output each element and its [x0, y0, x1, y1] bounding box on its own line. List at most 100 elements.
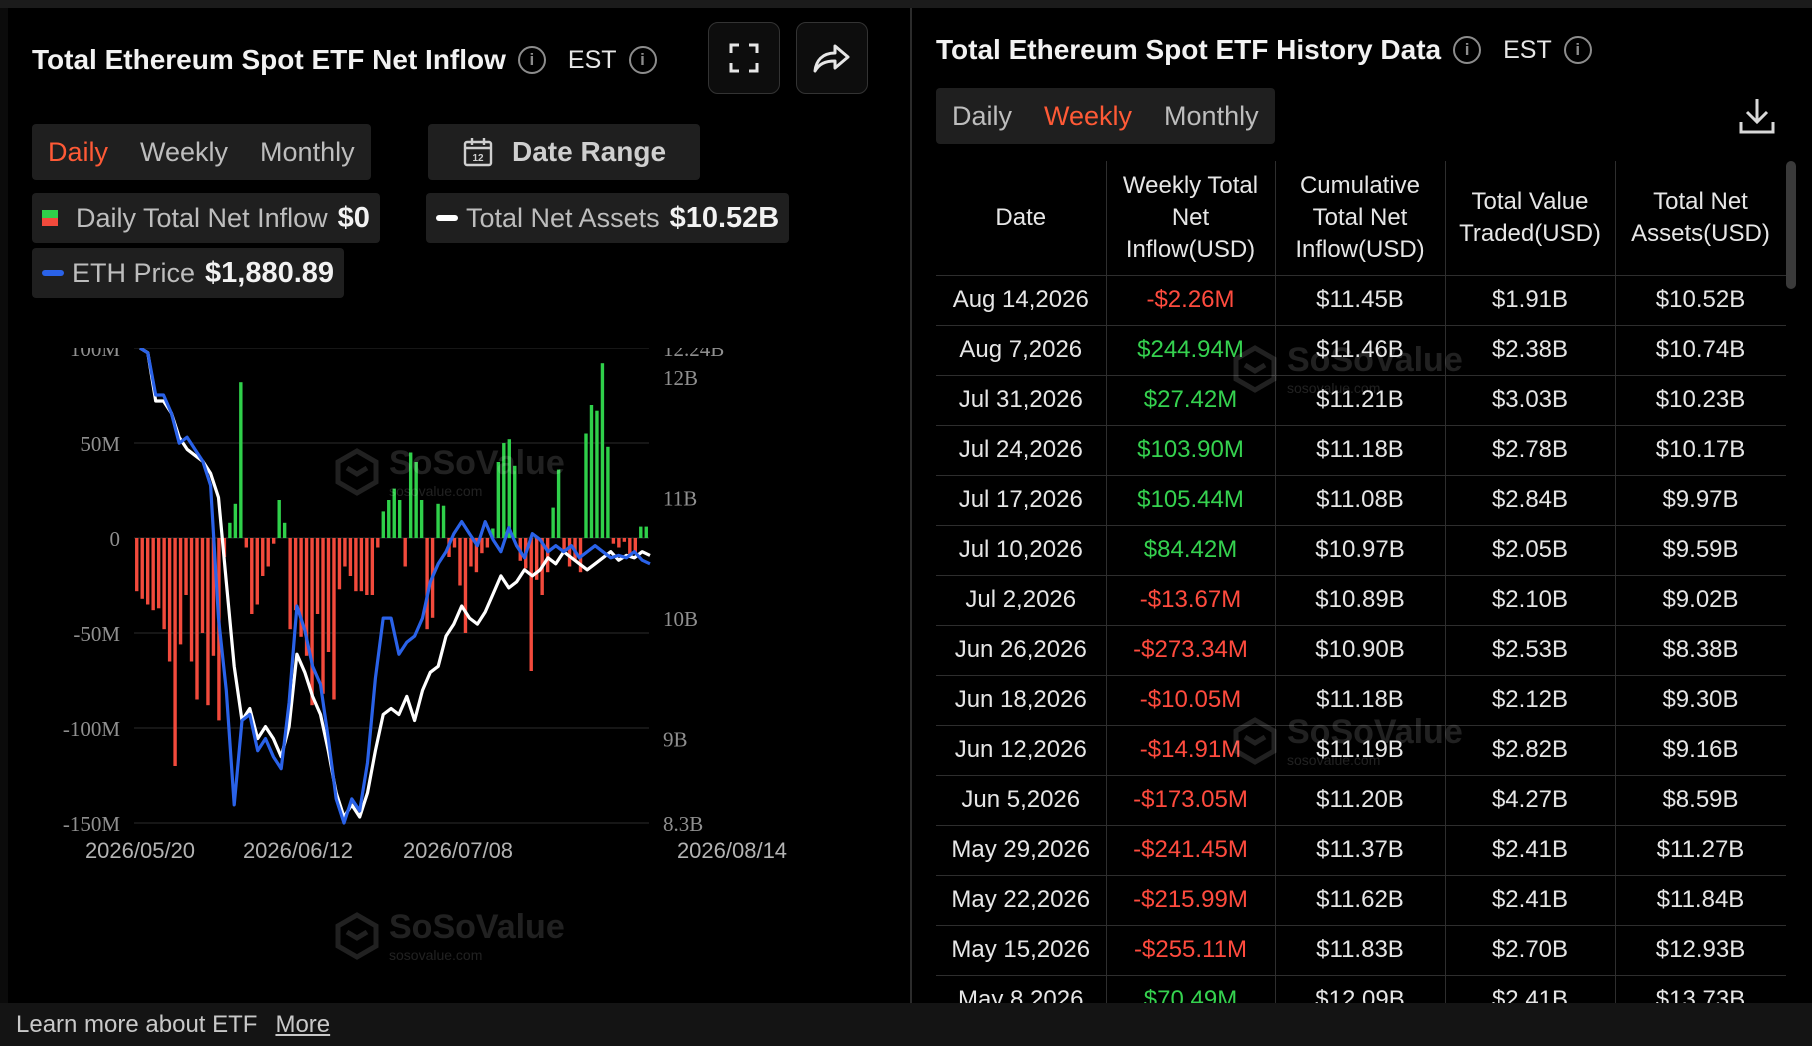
cell-cumulative-inflow: $10.97B: [1274, 524, 1446, 576]
tab-weekly[interactable]: Weekly: [1044, 100, 1133, 131]
inflow-bar: [491, 528, 495, 538]
col-header-cumulative-inflow[interactable]: Cumulative Total Net Inflow(USD): [1274, 161, 1446, 276]
table-row[interactable]: Jun 5,2026 -$173.05M $11.20B $4.27B $8.59B: [936, 774, 1786, 826]
inflow-bar: [321, 538, 325, 694]
panel-divider: [910, 8, 912, 1003]
inflow-bar: [644, 526, 648, 538]
timezone-info-icon[interactable]: i: [1563, 36, 1592, 64]
cell-date: Aug 14,2026: [936, 274, 1107, 326]
inflow-bar: [310, 538, 314, 706]
cell-net-assets: $10.17B: [1614, 424, 1786, 476]
inflow-bar: [376, 538, 380, 548]
table-row[interactable]: May 15,2026 -$255.11M $11.83B $2.70B $12.93B: [936, 924, 1786, 976]
table-row[interactable]: May 8,2026 $70.49M $12.09B $2.41B $13.73B: [936, 974, 1786, 1003]
table-row[interactable]: Aug 7,2026 $244.94M $11.46B $2.38B $10.74B: [936, 324, 1786, 376]
cell-net-assets: $12.93B: [1614, 924, 1786, 976]
cell-date: May 29,2026: [936, 824, 1107, 876]
cell-net-assets: $8.59B: [1614, 774, 1786, 826]
info-icon[interactable]: i: [1453, 36, 1482, 64]
cell-cumulative-inflow: $10.90B: [1274, 624, 1446, 676]
table-row[interactable]: Jul 24,2026 $103.90M $11.18B $2.78B $10.17B: [936, 424, 1786, 476]
table-row[interactable]: Jun 12,2026 -$14.91M $11.19B $2.82B $9.16B: [936, 724, 1786, 776]
inflow-bar: [304, 538, 309, 656]
download-icon[interactable]: [1738, 96, 1776, 136]
tab-monthly[interactable]: Monthly: [1164, 100, 1259, 131]
table-row[interactable]: Jul 17,2026 $105.44M $11.08B $2.84B $9.97B: [936, 474, 1786, 526]
history-title-row: Total Ethereum Spot ETF History Data i E…: [936, 34, 1592, 66]
inflow-bar: [211, 538, 216, 656]
x-tick-label: 2026/08/14: [677, 838, 787, 863]
table-row[interactable]: Jul 2,2026 -$13.67M $10.89B $2.10B $9.02B: [936, 574, 1786, 626]
col-header-weekly-inflow[interactable]: Weekly Total Net Inflow(USD): [1105, 161, 1276, 276]
cell-cumulative-inflow: $11.18B: [1274, 674, 1446, 726]
price-swatch: [42, 270, 64, 276]
tab-daily[interactable]: Daily: [952, 100, 1013, 131]
inflow-swatch: [42, 210, 58, 226]
cell-date: Jun 5,2026: [936, 774, 1107, 826]
share-button[interactable]: [796, 22, 868, 94]
inflow-bar: [480, 538, 484, 554]
info-icon[interactable]: i: [517, 46, 546, 74]
tab-monthly[interactable]: Monthly: [260, 136, 355, 167]
cell-value-traded: $2.41B: [1444, 874, 1616, 926]
inflow-bar: [250, 538, 254, 614]
inflow-bar: [326, 538, 331, 652]
cell-cumulative-inflow: $11.62B: [1274, 874, 1446, 926]
footer-text: Learn more about ETF: [16, 1010, 258, 1038]
inflow-bar: [458, 538, 462, 586]
legend-eth-price[interactable]: ETH Price $1,880.89: [32, 248, 345, 298]
legend-value: $1,880.89: [205, 256, 335, 289]
inflow-bar: [195, 538, 199, 700]
inflow-bar: [332, 538, 336, 700]
left-tick-label: 100M: [70, 348, 121, 361]
inflow-bar: [266, 538, 270, 567]
table-scrollbar[interactable]: [1786, 161, 1796, 289]
chart-title-row: Total Ethereum Spot ETF Net Inflow i EST…: [32, 44, 657, 76]
inflow-bar: [288, 538, 292, 630]
cell-weekly-inflow: $103.90M: [1105, 424, 1276, 476]
table-row[interactable]: Jul 10,2026 $84.42M $10.97B $2.05B $9.59B: [936, 524, 1786, 576]
fullscreen-icon: [729, 43, 759, 73]
left-tick-label: 0: [110, 527, 121, 551]
cell-cumulative-inflow: $11.18B: [1274, 424, 1446, 476]
cell-net-assets: $9.30B: [1614, 674, 1786, 726]
inflow-chart[interactable]: 100M 50M 0 -50M -100M -150M 12.24B 12B 11B 10B 9B 8…: [8, 348, 910, 1003]
inflow-bar: [299, 538, 303, 637]
tab-weekly[interactable]: Weekly: [140, 136, 229, 167]
right-period-tabs: Daily Weekly Monthly: [936, 88, 1275, 144]
table-row[interactable]: Aug 14,2026 -$2.26M $11.45B $1.91B $10.52B: [936, 274, 1786, 326]
cell-value-traded: $2.82B: [1444, 724, 1616, 776]
table-header-row: Date Weekly Total Net Inflow(USD) Cumula…: [936, 161, 1786, 276]
calendar-icon: 12: [463, 138, 493, 167]
legend-total-net-assets[interactable]: Total Net Assets $10.52B: [426, 193, 790, 243]
col-header-value-traded[interactable]: Total Value Traded(USD): [1444, 161, 1616, 276]
more-link[interactable]: More: [275, 1010, 331, 1038]
inflow-bar: [359, 538, 364, 592]
timezone-info-icon[interactable]: i: [628, 46, 657, 74]
table-row[interactable]: Jul 31,2026 $27.42M $11.21B $3.03B $10.23B: [936, 374, 1786, 426]
cell-cumulative-inflow: $11.37B: [1274, 824, 1446, 876]
table-row[interactable]: May 29,2026 -$241.45M $11.37B $2.41B $11.27B: [936, 824, 1786, 876]
table-row[interactable]: Jun 26,2026 -$273.34M $10.90B $2.53B $8.38B: [936, 624, 1786, 676]
table-row[interactable]: May 22,2026 -$215.99M $11.62B $2.41B $11.84B: [936, 874, 1786, 926]
cell-date: Jul 17,2026: [936, 474, 1107, 526]
date-range-button[interactable]: 12 Date Range: [428, 124, 700, 180]
tab-daily[interactable]: Daily: [48, 136, 109, 167]
inflow-bar: [293, 538, 298, 611]
inflow-bar: [425, 538, 429, 630]
inflow-bar: [151, 538, 155, 611]
fullscreen-button[interactable]: [708, 22, 780, 94]
legend-daily-inflow[interactable]: Daily Total Net Inflow $0: [32, 193, 380, 243]
history-table-wrapper[interactable]: Date Weekly Total Net Inflow(USD) Cumula…: [936, 161, 1786, 1003]
left-period-tabs: Daily Weekly Monthly: [32, 124, 371, 180]
col-header-date[interactable]: Date: [936, 161, 1107, 276]
inflow-bar: [392, 488, 396, 538]
inflow-bar: [184, 538, 188, 595]
inflow-bar: [162, 538, 166, 630]
col-header-net-assets[interactable]: Total Net Assets(USD): [1614, 161, 1786, 276]
legend-value: $0: [337, 201, 370, 234]
inflow-bar: [282, 522, 287, 538]
table-row[interactable]: Jun 18,2026 -$10.05M $11.18B $2.12B $9.30B: [936, 674, 1786, 726]
inflow-bar: [469, 538, 473, 567]
inflow-bar: [343, 538, 347, 567]
